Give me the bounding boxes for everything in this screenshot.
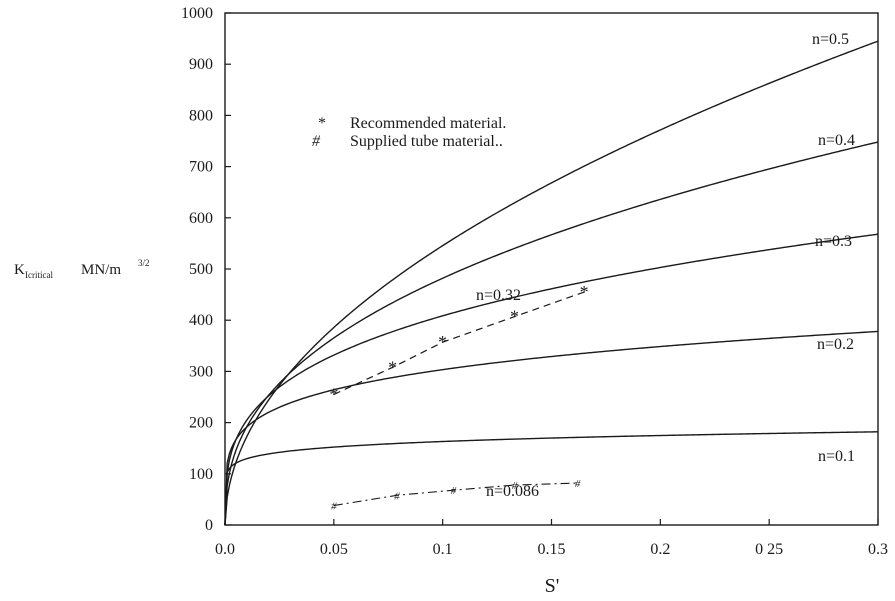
y-tick-label: 300 <box>189 363 213 380</box>
curve-n-0_3 <box>224 233 879 526</box>
supplied-dashdot-line <box>333 482 578 507</box>
x-axis-label: S' <box>545 575 560 597</box>
legend-symbol-recommended: * <box>318 115 326 132</box>
y-tick-label: 500 <box>189 261 213 278</box>
y-tick-label: 800 <box>189 107 213 124</box>
series-label: n=0.3 <box>815 233 852 250</box>
x-tick-label: 0.2 <box>650 541 670 558</box>
curve-n-0_1 <box>224 431 879 526</box>
y-tick-label: 400 <box>189 312 213 329</box>
y-axis-label-unit: MN/m <box>81 262 121 278</box>
supplied-point: # <box>394 490 400 502</box>
curve-n-0_4 <box>224 141 879 526</box>
x-tick-label: 0.1 <box>433 541 453 558</box>
y-tick-label: 200 <box>189 415 213 432</box>
series-labels: n=0.5 n=0.4 n=0.3 n=0.2 n=0.1 n=0.32 n=0.086 <box>476 31 855 500</box>
plot-layer <box>224 40 879 526</box>
y-tick-label: 900 <box>189 56 213 73</box>
curve-n-0_5 <box>224 40 879 526</box>
y-tick-label: 700 <box>189 159 213 176</box>
y-ticks: 0 100 200 300 400 500 600 700 800 900 1000 <box>181 5 231 534</box>
y-tick-label: 600 <box>189 210 213 227</box>
y-tick-label: 100 <box>189 466 213 483</box>
supplied-point: # <box>451 485 457 497</box>
y-axis-label-main: K <box>14 262 25 278</box>
x-tick-label: 0 25 <box>755 541 783 558</box>
series-label: n=0.32 <box>476 287 521 304</box>
curve-n-0_2 <box>224 330 879 526</box>
y-axis-label: K Icritical MN/m 3/2 <box>14 258 150 280</box>
series-label: n=0.2 <box>817 336 854 353</box>
y-axis-label-subscript: Icritical <box>25 270 53 280</box>
recommended-dashed-line <box>333 291 585 395</box>
supplied-point: # <box>512 480 518 492</box>
x-tick-label: 0.0 <box>215 541 235 558</box>
supplied-point: # <box>331 501 337 513</box>
y-axis-label-exponent: 3/2 <box>138 258 150 268</box>
recommended-point: * <box>580 282 589 302</box>
legend-label-supplied: Supplied tube material.. <box>350 133 503 150</box>
recommended-point: * <box>438 332 447 352</box>
series-label: n=0.4 <box>818 132 855 149</box>
series-label: n=0.1 <box>818 448 855 465</box>
legend-label-recommended: Recommended material. <box>350 115 506 132</box>
supplied-point: # <box>575 478 581 490</box>
x-ticks: 0.0 0.05 0.1 0.15 0.2 0 25 0.3 <box>215 519 888 558</box>
y-tick-label: 1000 <box>181 5 213 22</box>
legend: * Recommended material. # Supplied tube … <box>312 115 506 150</box>
x-tick-label: 0.3 <box>868 541 888 558</box>
legend-symbol-supplied: # <box>312 133 321 150</box>
data-markers: * * * * * # # # # # <box>329 282 588 513</box>
recommended-point: * <box>329 384 338 404</box>
x-tick-label: 0.05 <box>320 541 348 558</box>
series-label: n=0.5 <box>812 31 849 48</box>
series-label: n=0.086 <box>486 483 539 500</box>
y-tick-label: 0 <box>205 517 213 534</box>
x-tick-label: 0.15 <box>538 541 566 558</box>
recommended-point: * <box>388 357 397 377</box>
recommended-point: * <box>510 307 519 327</box>
